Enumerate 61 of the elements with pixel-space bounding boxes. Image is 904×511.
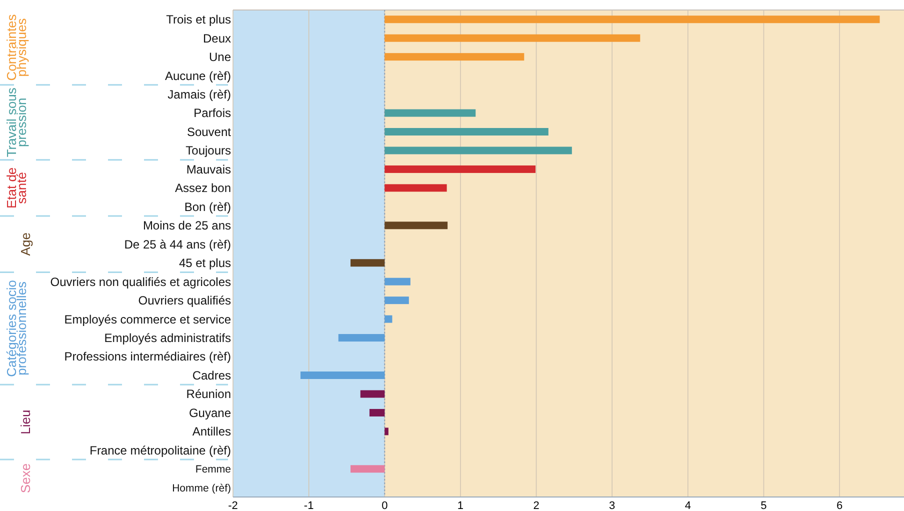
bar: [384, 128, 548, 136]
y-tick-label: Deux: [202, 31, 231, 46]
y-tick-label: Parfois: [194, 106, 231, 120]
y-tick-label: Cadres: [192, 368, 231, 382]
y-tick-label: France métropolitaine (rèf): [90, 443, 231, 458]
text: Sexe: [18, 463, 33, 494]
y-tick-label: Antilles: [192, 424, 231, 439]
y-tick-label: 45 et plus: [178, 256, 231, 270]
text: Age: [18, 232, 33, 256]
x-tick-label: 1: [457, 500, 464, 511]
y-tick-label: Trois et plus: [166, 12, 231, 27]
bar: [384, 165, 536, 173]
text: Lieu: [18, 410, 33, 434]
bar: [350, 465, 385, 473]
y-tick-label: Ouvriers qualifiés: [138, 294, 231, 308]
bar: [350, 259, 385, 267]
bar: [360, 390, 385, 398]
y-tick-label: Aucune (rèf): [164, 68, 231, 83]
text: Catégories socio professionnelles: [4, 280, 29, 377]
y-tick-label: Ouvriers non qualifiés et agricoles: [50, 274, 231, 289]
bar: [369, 408, 385, 416]
bar: [384, 296, 409, 304]
y-tick-label: Employés administratifs: [104, 330, 231, 345]
text: Etat de santé: [4, 167, 29, 209]
x-tick-label: 5: [760, 500, 767, 511]
y-tick-label: Assez bon: [174, 181, 231, 196]
y-tick-label: Professions intermédiaires (rèf): [64, 350, 231, 364]
bar: [384, 278, 410, 286]
bar: [384, 222, 448, 230]
x-tick-label: -1: [304, 500, 314, 511]
x-tick-label: 6: [836, 500, 843, 511]
bar: [384, 16, 880, 24]
bar: [384, 428, 388, 436]
y-tick-label: Femme: [195, 464, 232, 476]
y-tick-label: Moins de 25 ans: [142, 218, 231, 233]
bar: [384, 146, 572, 154]
y-tick-label: De 25 à 44 ans (rèf): [124, 237, 231, 252]
y-tick-label: Mauvais: [186, 162, 231, 176]
text: Contraintes physiques: [4, 14, 29, 81]
y-tick-label: Employés commerce et service: [64, 312, 232, 326]
y-tick-label: Réunion: [186, 387, 231, 402]
bar: [384, 184, 447, 192]
bar: [338, 334, 385, 342]
y-tick-label: Souvent: [186, 124, 232, 139]
bar: [300, 372, 385, 379]
y-tick-label: Bon (rèf): [184, 200, 231, 214]
x-tick-label: 0: [382, 500, 388, 511]
x-tick-label: 4: [684, 500, 691, 511]
y-tick-label: Homme (rèf): [172, 482, 231, 494]
x-tick-label: 2: [533, 500, 540, 511]
y-tick-label: Toujours: [186, 144, 231, 158]
y-tick-label: Jamais (rèf): [168, 87, 231, 102]
y-tick-label: Une: [208, 50, 232, 64]
bar: [384, 109, 476, 117]
text: Travail sous pression: [4, 87, 29, 158]
x-tick-label: -2: [228, 500, 238, 511]
bar: [384, 53, 524, 61]
x-tick-label: 3: [609, 500, 616, 511]
bar: [384, 315, 392, 323]
bar: [384, 34, 640, 42]
y-tick-label: Guyane: [188, 406, 232, 420]
